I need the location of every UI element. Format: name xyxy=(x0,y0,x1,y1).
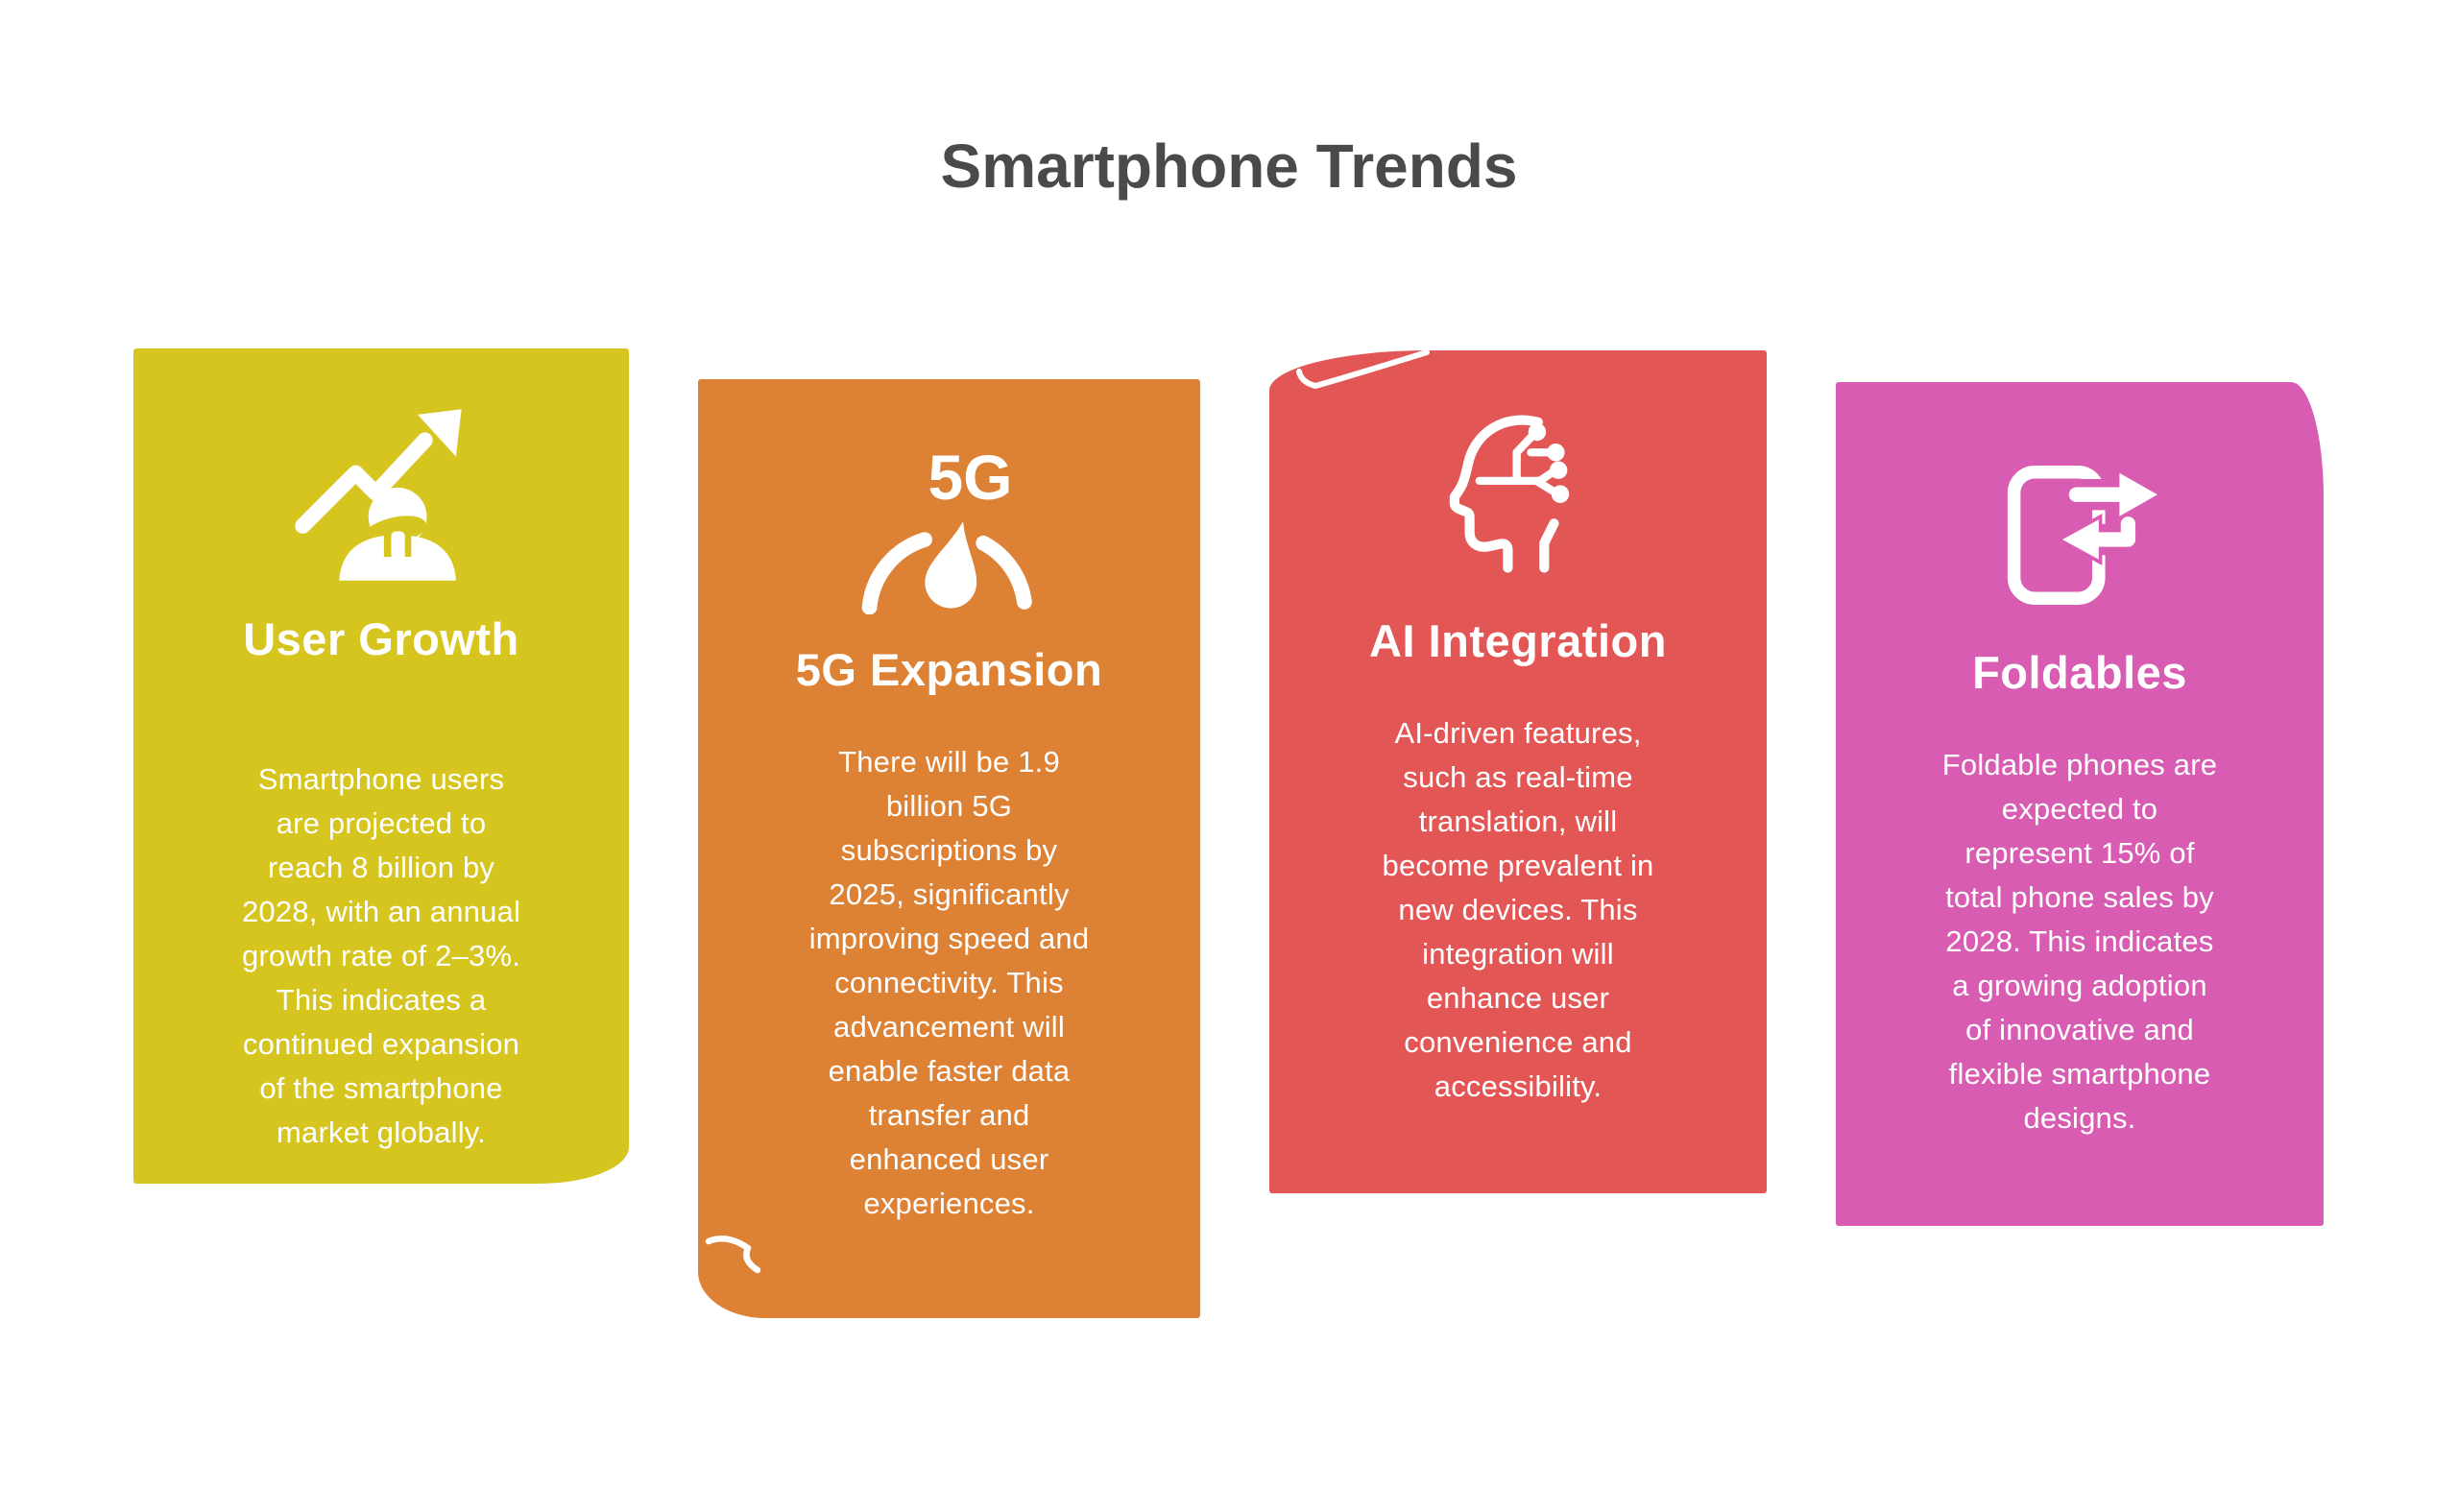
card-title: User Growth xyxy=(243,613,519,664)
card-body: There will be 1.9 billion 5G subscriptio… xyxy=(808,745,1090,1220)
card-body: Smartphone users are projected to reach … xyxy=(241,762,521,1149)
card-body: AI-driven features, such as real-time tr… xyxy=(1382,716,1654,1103)
card-title: AI Integration xyxy=(1369,615,1667,666)
card-5g-expansion: 5G 5G Expansion There will be 1.9 billio… xyxy=(698,379,1200,1318)
page-curl-crease xyxy=(1296,350,1430,389)
5g-icon-label: 5G xyxy=(928,442,1013,513)
5g-speedometer-icon: 5G xyxy=(860,437,1039,614)
cards-row: User Growth Smartphone users are project… xyxy=(133,348,2324,1318)
card-title: 5G Expansion xyxy=(795,644,1103,695)
foldable-phone-icon xyxy=(1993,440,2166,617)
card-title: Foldables xyxy=(1972,647,2187,698)
card-ai-integration: AI Integration AI-driven features, such … xyxy=(1269,350,1767,1193)
page-curl-crease xyxy=(705,1235,761,1274)
card-foldables: Foldables Foldable phones are expected t… xyxy=(1836,382,2324,1226)
ai-head-circuit-icon xyxy=(1430,408,1607,586)
card-body: Foldable phones are expected to represen… xyxy=(1941,748,2218,1135)
page-title: Smartphone Trends xyxy=(940,132,1518,201)
card-user-growth: User Growth Smartphone users are project… xyxy=(133,348,629,1184)
user-growth-icon xyxy=(290,406,472,584)
